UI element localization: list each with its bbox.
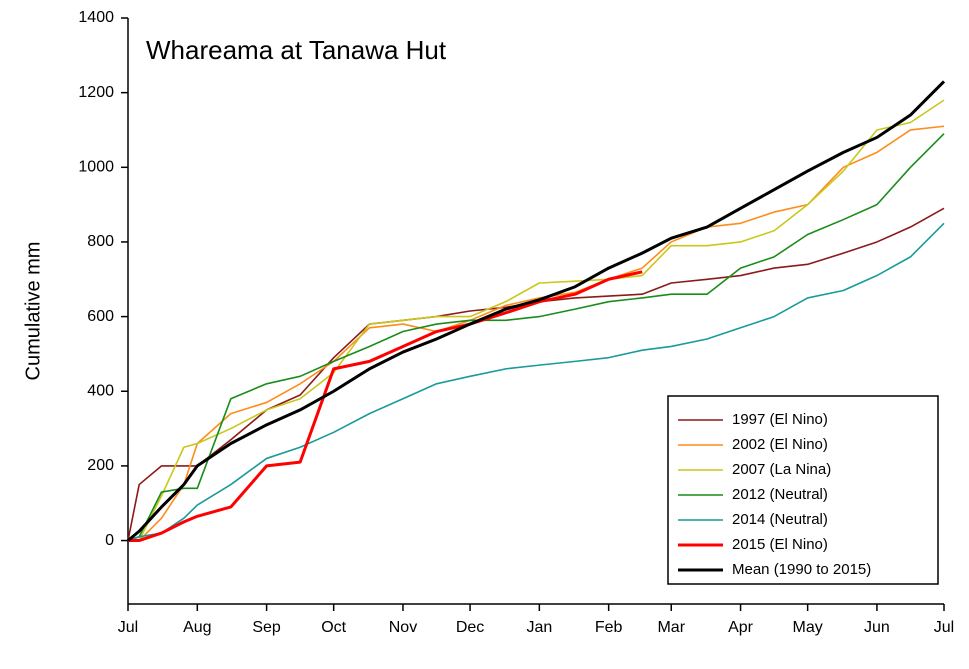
legend-box — [667, 395, 939, 585]
y-tick-label: 0 — [105, 532, 114, 549]
x-tick-label: Aug — [183, 619, 211, 636]
y-tick-label: 200 — [87, 457, 114, 474]
legend-label: 2007 (La Nina) — [732, 461, 831, 478]
series-line — [128, 125, 945, 542]
y-tick-label: 400 — [87, 382, 114, 399]
x-tick-label: Jun — [864, 619, 890, 636]
series-line — [127, 80, 946, 542]
y-tick-label: 600 — [87, 308, 114, 325]
y-tick-label: 1200 — [78, 84, 114, 101]
x-tick-label: Jan — [526, 619, 552, 636]
x-tick-label: Nov — [389, 619, 417, 636]
y-axis-label: Cumulative mm — [22, 242, 44, 381]
legend-label: Mean (1990 to 2015) — [732, 561, 871, 578]
y-tick-label: 1400 — [78, 9, 114, 26]
x-tick-label: Feb — [595, 619, 623, 636]
chart-title: Whareama at Tanawa Hut — [146, 35, 447, 65]
x-tick-label: Sep — [252, 619, 281, 636]
x-tick-label: May — [793, 619, 823, 636]
legend-label: 2014 (Neutral) — [732, 511, 828, 528]
legend-label: 2015 (El Nino) — [732, 536, 828, 553]
series-line — [128, 99, 945, 542]
legend-label: 1997 (El Nino) — [732, 411, 828, 428]
y-tick-label: 1000 — [78, 159, 114, 176]
x-tick-label: Jul — [934, 619, 954, 636]
x-tick-label: Dec — [456, 619, 484, 636]
series-line — [127, 222, 945, 542]
series-line — [128, 270, 643, 543]
x-tick-label: Apr — [728, 619, 754, 636]
legend-label: 2012 (Neutral) — [732, 486, 828, 503]
y-tick-label: 800 — [87, 233, 114, 250]
x-tick-label: Oct — [321, 619, 346, 636]
x-tick-label: Mar — [657, 619, 685, 636]
x-tick-label: Jul — [118, 619, 138, 636]
legend-label: 2002 (El Nino) — [732, 436, 828, 453]
